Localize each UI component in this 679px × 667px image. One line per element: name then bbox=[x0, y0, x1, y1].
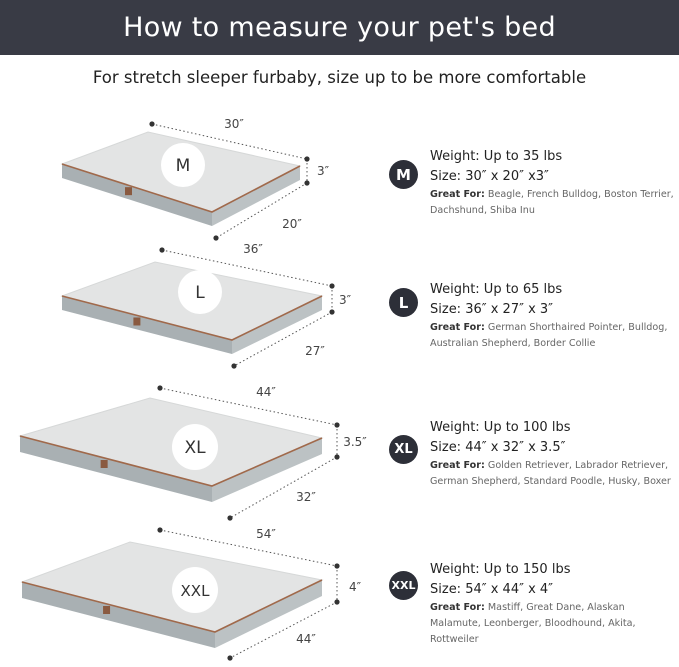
bed-front-side bbox=[20, 436, 212, 502]
breed-list: Mastiff, Great Dane, Alaskan Malamute, L… bbox=[430, 602, 636, 645]
dimension-line bbox=[161, 249, 333, 287]
great-for: Great For: Golden Retriever, Labrador Re… bbox=[430, 458, 675, 490]
size-circle-label: XL bbox=[184, 438, 206, 458]
dimension-line bbox=[229, 456, 338, 519]
great-for: Great For: Mastiff, Great Dane, Alaskan … bbox=[430, 600, 675, 648]
bed-front-side bbox=[62, 296, 232, 354]
size-circle bbox=[161, 143, 205, 187]
size-badge: M bbox=[389, 160, 418, 189]
size-badge: XL bbox=[389, 435, 418, 464]
bed-tag bbox=[100, 460, 108, 468]
header-bar: How to measure your pet's bed bbox=[0, 0, 679, 55]
bed-piping bbox=[61, 295, 323, 341]
dimension-label: 3″ bbox=[317, 164, 330, 178]
size-info-m: Weight: Up to 35 lbs Size: 30″ x 20″ x3″ G… bbox=[430, 147, 675, 219]
dimension-label: 54″ bbox=[256, 527, 276, 541]
dimension-dot bbox=[334, 422, 340, 428]
dimension-line bbox=[215, 182, 308, 239]
weight-limit: Weight: Up to 100 lbs bbox=[430, 420, 571, 435]
size-circle bbox=[178, 270, 222, 314]
bed-right-side bbox=[212, 438, 322, 502]
dimension-dot bbox=[329, 309, 335, 315]
weight-limit: Weight: Up to 35 lbs bbox=[430, 149, 563, 164]
great-for-label: Great For: bbox=[430, 322, 485, 333]
dimension-dot bbox=[334, 454, 340, 460]
dimension-label: 3.5″ bbox=[343, 435, 367, 449]
dimension-dot bbox=[231, 363, 237, 369]
bed-top bbox=[20, 541, 324, 633]
bed-tag bbox=[133, 317, 141, 326]
bed-tag bbox=[125, 187, 132, 196]
great-for-label: Great For: bbox=[430, 602, 485, 613]
size-circle bbox=[172, 424, 218, 470]
dimension-dot bbox=[149, 121, 155, 127]
dimension-dot bbox=[334, 563, 340, 569]
bed-dimensions: Size: 44″ x 32″ x 3.5″ bbox=[430, 440, 566, 455]
great-for: Great For: German Shorthaired Pointer, B… bbox=[430, 320, 675, 352]
dimension-label: 27″ bbox=[305, 344, 325, 358]
weight-limit: Weight: Up to 150 lbs bbox=[430, 562, 571, 577]
subtitle: For stretch sleeper furbaby, size up to … bbox=[92, 68, 587, 87]
great-for: Great For: Beagle, French Bulldog, Bosto… bbox=[430, 187, 675, 219]
bed-piping bbox=[21, 579, 323, 633]
size-badge: L bbox=[389, 288, 418, 317]
size-info-l: Weight: Up to 65 lbs Size: 36″ x 27″ x 3″… bbox=[430, 280, 675, 352]
dimension-label: 4″ bbox=[349, 580, 362, 594]
dimension-label: 3″ bbox=[339, 293, 352, 307]
dimension-label: 20″ bbox=[282, 217, 302, 231]
bed-dimensions: Size: 54″ x 44″ x 4″ bbox=[430, 582, 554, 597]
dimension-dot bbox=[329, 283, 335, 289]
dimension-dot bbox=[227, 655, 233, 661]
dimension-dot bbox=[227, 515, 233, 521]
bed-dimensions: Size: 36″ x 27″ x 3″ bbox=[430, 302, 554, 317]
bed-front-side bbox=[22, 582, 215, 648]
breed-list: Golden Retriever, Labrador Retriever, Ge… bbox=[430, 460, 671, 487]
size-circle-label: XXL bbox=[181, 582, 211, 600]
great-for-label: Great For: bbox=[430, 460, 485, 471]
dimension-dot bbox=[304, 180, 310, 186]
bed-front-side bbox=[62, 164, 212, 226]
bed-piping bbox=[61, 163, 301, 213]
dimension-line bbox=[229, 601, 338, 659]
size-info-xxl: Weight: Up to 150 lbs Size: 54″ x 44″ x 4… bbox=[430, 560, 675, 648]
great-for-label: Great For: bbox=[430, 189, 485, 200]
dimension-dot bbox=[159, 247, 165, 253]
dimension-dot bbox=[213, 235, 219, 241]
dimension-label: 32″ bbox=[296, 490, 316, 504]
dimension-dot bbox=[334, 599, 340, 605]
bed-dimensions: Size: 30″ x 20″ x3″ bbox=[430, 169, 549, 184]
bed-right-side bbox=[232, 296, 322, 354]
weight-limit: Weight: Up to 65 lbs bbox=[430, 282, 563, 297]
bed-tag bbox=[103, 606, 111, 614]
size-badge: XXL bbox=[389, 571, 418, 600]
breed-list: German Shorthaired Pointer, Bulldog, Aus… bbox=[430, 322, 668, 349]
size-circle-label: L bbox=[195, 283, 205, 303]
size-circle bbox=[172, 567, 218, 613]
size-circle-label: M bbox=[176, 156, 191, 176]
size-info-xl: Weight: Up to 100 lbs Size: 44″ x 32″ x 3… bbox=[430, 418, 675, 490]
breed-list: Beagle, French Bulldog, Boston Terrier, … bbox=[430, 189, 674, 216]
bed-right-side bbox=[212, 166, 300, 226]
dimension-dot bbox=[157, 527, 163, 533]
dimension-line bbox=[151, 123, 308, 160]
dimension-line bbox=[233, 311, 333, 367]
dimension-label: 44″ bbox=[296, 632, 316, 646]
page-title: How to measure your pet's bed bbox=[123, 12, 556, 43]
dimension-dot bbox=[157, 385, 163, 391]
bed-piping bbox=[19, 435, 323, 487]
dimension-dot bbox=[304, 156, 310, 162]
dimension-label: 36″ bbox=[243, 242, 263, 256]
dimension-label: 44″ bbox=[256, 385, 276, 399]
dimension-label: 30″ bbox=[224, 117, 244, 131]
bed-right-side bbox=[215, 580, 322, 648]
